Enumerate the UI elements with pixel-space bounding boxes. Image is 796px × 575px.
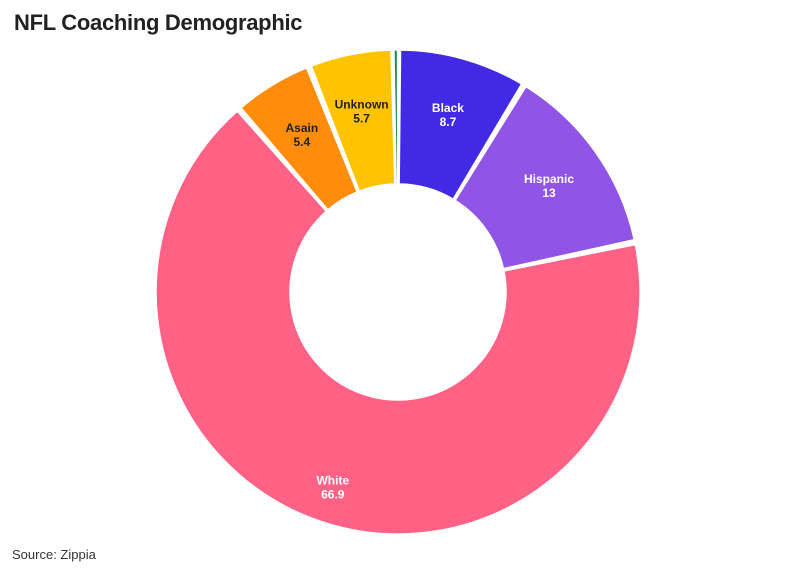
slice-black[interactable] [398,49,523,201]
source-note: Source: Zippia [12,547,96,562]
slice-label-unknown: Unknown [335,98,389,112]
slices [155,49,641,535]
chart-title: NFL Coaching Demographic [14,10,303,35]
slice-hispanic[interactable] [454,85,636,270]
slice-asain[interactable] [239,66,359,211]
slice-white[interactable] [155,110,641,535]
slice-label-hispanic: Hispanic [524,172,574,186]
slice-value-black: 8.7 [440,115,457,129]
slice-label-white: White [316,473,349,487]
slice-label-black: Black [432,101,464,115]
slice-value-unknown: 5.7 [353,112,370,126]
slice-value-asain: 5.4 [293,135,310,149]
slice-label-asain: Asain [285,121,318,135]
slice-unknown[interactable] [310,49,396,193]
slice-value-hispanic: 13 [542,186,556,200]
slice-value-white: 66.9 [321,487,345,501]
slice-other[interactable] [393,49,399,185]
